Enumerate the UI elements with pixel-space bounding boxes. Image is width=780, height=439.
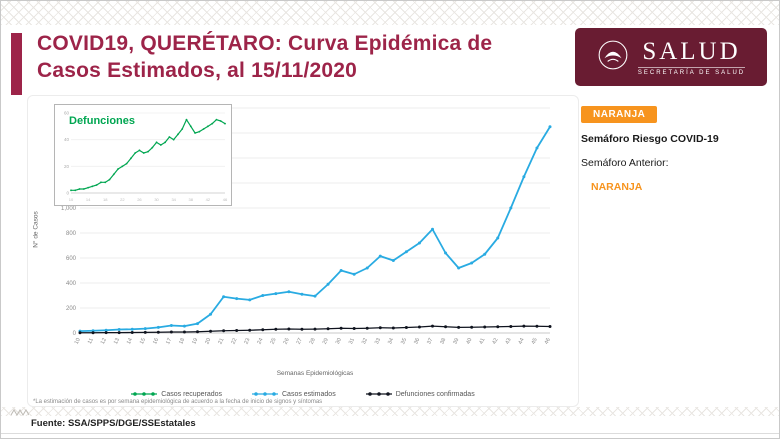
svg-text:18: 18	[103, 197, 108, 202]
svg-text:25: 25	[270, 337, 278, 345]
svg-text:0: 0	[73, 331, 77, 337]
svg-text:40: 40	[465, 337, 473, 345]
legend-marker-icon	[131, 392, 158, 396]
svg-text:36: 36	[413, 337, 421, 345]
svg-text:26: 26	[283, 337, 291, 345]
svg-text:20: 20	[64, 164, 70, 169]
salud-logo-banner: SALUD SECRETARÍA DE SALUD	[575, 28, 767, 86]
svg-text:17: 17	[165, 337, 173, 345]
bottom-divider	[1, 433, 779, 434]
svg-text:11: 11	[87, 337, 95, 345]
svg-text:34: 34	[171, 197, 176, 202]
y-axis-label: N° de Casos	[32, 211, 40, 248]
semaforo-previous-value: NARANJA	[591, 181, 643, 193]
svg-text:14: 14	[126, 337, 134, 345]
svg-text:16: 16	[152, 337, 160, 345]
title-accent-bar	[11, 33, 22, 95]
svg-text:600: 600	[66, 256, 77, 262]
svg-text:31: 31	[348, 337, 356, 345]
page-title-line2: Casos Estimados, al 15/11/2020	[37, 59, 358, 82]
svg-text:38: 38	[189, 197, 194, 202]
epidemic-curve-chart: N° de Casos 02004006008001,0001,2001,400…	[27, 95, 579, 407]
svg-text:13: 13	[113, 337, 121, 345]
legend-item-defunciones-confirmadas: Defunciones confirmadas	[365, 390, 475, 398]
legend-marker-icon	[252, 392, 278, 396]
legend-item-casos-recuperados: Casos recuperados	[131, 390, 222, 398]
svg-text:41: 41	[479, 337, 487, 345]
svg-text:800: 800	[66, 231, 77, 237]
svg-text:30: 30	[335, 337, 343, 345]
svg-text:0: 0	[66, 191, 69, 196]
svg-text:1,000: 1,000	[61, 206, 77, 212]
svg-text:29: 29	[322, 337, 330, 345]
svg-text:28: 28	[309, 337, 317, 345]
salud-logo-text: SALUD	[642, 37, 741, 65]
svg-text:19: 19	[191, 337, 199, 345]
svg-text:22: 22	[230, 337, 238, 345]
svg-text:44: 44	[518, 337, 526, 345]
svg-text:24: 24	[257, 337, 265, 345]
svg-text:20: 20	[204, 337, 212, 345]
salud-logo-subtitle: SECRETARÍA DE SALUD	[637, 66, 746, 76]
legend-label: Defunciones confirmadas	[395, 390, 475, 398]
svg-text:26: 26	[137, 197, 142, 202]
legend-marker-icon	[365, 392, 392, 396]
svg-text:32: 32	[361, 337, 369, 345]
salud-wordmark: SALUD SECRETARÍA DE SALUD	[637, 37, 746, 76]
legend-label: Casos estimados	[282, 390, 336, 398]
bottom-decorative-pattern	[1, 407, 779, 416]
svg-text:200: 200	[66, 306, 77, 312]
svg-text:15: 15	[139, 337, 147, 345]
semaforo-previous-label: Semáforo Anterior:	[581, 157, 669, 169]
chart-legend: Casos recuperados Casos estimados Defuncio…	[28, 390, 578, 398]
svg-text:30: 30	[154, 197, 159, 202]
svg-text:34: 34	[387, 337, 395, 345]
semaforo-current-badge: NARANJA	[581, 106, 658, 123]
svg-text:400: 400	[66, 281, 77, 287]
top-decorative-pattern	[1, 1, 779, 25]
svg-text:43: 43	[505, 337, 513, 345]
svg-text:46: 46	[223, 197, 228, 202]
svg-text:35: 35	[400, 337, 408, 345]
semaforo-risk-label: Semáforo Riesgo COVID-19	[581, 133, 719, 145]
svg-text:38: 38	[439, 337, 447, 345]
svg-text:22: 22	[120, 197, 125, 202]
chart-footnote: *La estimación de casos es por semana ep…	[33, 399, 323, 405]
svg-text:33: 33	[374, 337, 382, 345]
page-title: COVID19, QUERÉTARO: Curva Epidémica de C…	[37, 30, 567, 84]
svg-text:42: 42	[206, 197, 211, 202]
svg-text:21: 21	[217, 337, 225, 345]
legend-item-casos-estimados: Casos estimados	[252, 390, 336, 398]
svg-text:27: 27	[296, 337, 304, 345]
svg-text:18: 18	[178, 337, 186, 345]
zigzag-decoration	[10, 403, 30, 421]
salud-eagle-icon	[597, 39, 629, 76]
svg-text:45: 45	[531, 337, 539, 345]
defunciones-inset-svg: 0 20 40 60 10 14 18 22 26 30 34 38 42 46	[64, 111, 228, 203]
defunciones-inset-chart: 0 20 40 60 10 14 18 22 26 30 34 38 42 46 Defunciones	[54, 104, 232, 206]
source-text: Fuente: SSA/SPPS/DGE/SSEstatales	[31, 418, 196, 429]
svg-text:10: 10	[74, 337, 82, 345]
svg-text:23: 23	[244, 337, 252, 345]
svg-text:39: 39	[452, 337, 460, 345]
svg-text:42: 42	[492, 337, 500, 345]
svg-text:14: 14	[86, 197, 91, 202]
svg-text:37: 37	[426, 337, 434, 345]
svg-text:12: 12	[100, 337, 108, 345]
svg-text:60: 60	[64, 111, 70, 116]
svg-text:Semanas Epidemiológicas: Semanas Epidemiológicas	[277, 370, 354, 377]
page-title-line1: COVID19, QUERÉTARO: Curva Epidémica de	[37, 32, 493, 55]
inset-title: Defunciones	[69, 115, 136, 127]
semaforo-status-panel: NARANJA Semáforo Riesgo COVID-19 Semáfor…	[581, 104, 773, 193]
svg-text:46: 46	[544, 337, 552, 345]
svg-text:10: 10	[69, 197, 74, 202]
svg-text:40: 40	[64, 137, 70, 142]
legend-label: Casos recuperados	[161, 390, 222, 398]
